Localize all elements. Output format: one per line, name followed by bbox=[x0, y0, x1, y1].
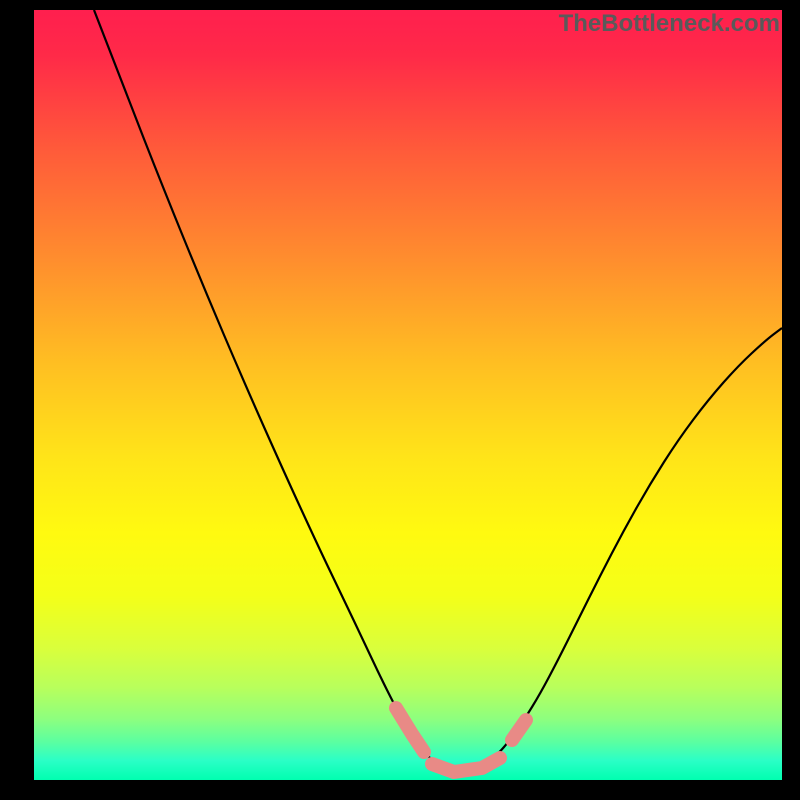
bottleneck-curve bbox=[94, 10, 782, 772]
curve-layer bbox=[34, 10, 782, 780]
overlay-segment-2 bbox=[512, 720, 526, 740]
overlay-segment-0 bbox=[396, 708, 424, 752]
watermark-label: TheBottleneck.com bbox=[559, 10, 780, 38]
overlay-segment-1 bbox=[432, 758, 500, 772]
plot-area bbox=[34, 10, 782, 780]
